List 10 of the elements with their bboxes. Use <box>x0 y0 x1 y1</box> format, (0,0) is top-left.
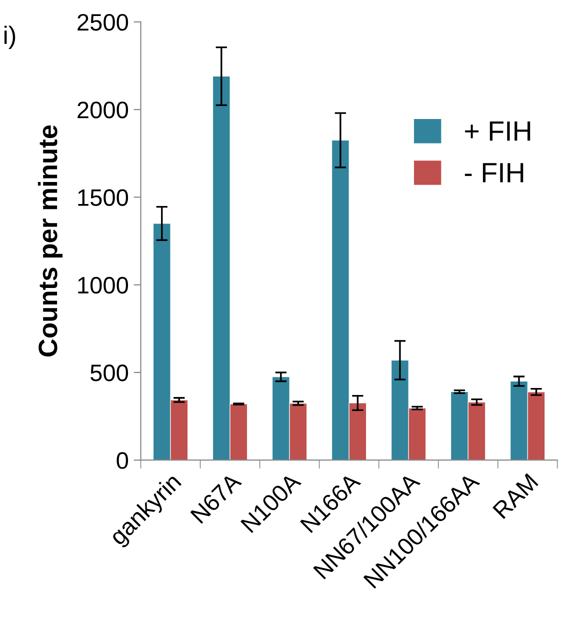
y-tick-label: 2500 <box>78 14 128 31</box>
legend-label: + FIH <box>465 122 530 141</box>
y-axis-title: Counts per minute <box>38 125 63 356</box>
y-tick-label: 1000 <box>78 276 128 294</box>
y-tick-label: 1500 <box>78 189 128 206</box>
text: i) <box>4 26 16 49</box>
y-tick-label: 500 <box>90 364 128 382</box>
y-tick-label: 0 <box>116 452 128 469</box>
legend-label: - FIH <box>464 163 524 182</box>
y-tick-label: 2000 <box>78 102 128 118</box>
